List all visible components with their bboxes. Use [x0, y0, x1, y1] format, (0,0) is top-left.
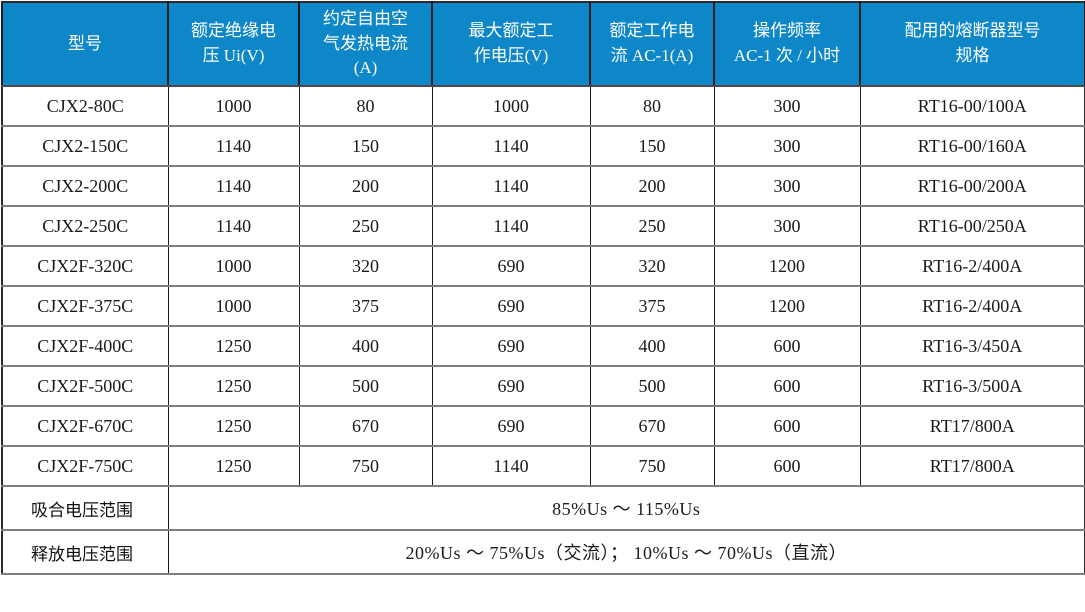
value-cell: 1140	[431, 205, 591, 247]
value-cell: 750	[589, 445, 715, 487]
value-cell: 1000	[167, 85, 300, 127]
value-cell: 300	[713, 125, 861, 167]
value-cell: RT16-00/100A	[859, 85, 1085, 127]
value-cell: 300	[713, 165, 861, 207]
value-cell: 690	[431, 285, 591, 327]
value-cell: RT16-00/250A	[859, 205, 1085, 247]
value-cell: 375	[589, 285, 715, 327]
table-row: CJX2F-375C 1000 375 690 375 1200 RT16-2/400A	[1, 285, 1085, 327]
value-cell: RT16-3/500A	[859, 365, 1085, 407]
value-cell: 1250	[167, 445, 300, 487]
model-cell: CJX2F-375C	[1, 285, 169, 327]
value-cell: 500	[298, 365, 433, 407]
value-cell: 150	[589, 125, 715, 167]
model-cell: CJX2F-400C	[1, 325, 169, 367]
value-cell: 600	[713, 365, 861, 407]
table-header: 型号 额定绝缘电 压 Ui(V) 约定自由空 气发热电流 (A) 最大额定工 作电压(…	[1, 1, 1085, 87]
value-cell: 1140	[431, 445, 591, 487]
value-cell: 670	[589, 405, 715, 447]
header-cell: 额定绝缘电 压 Ui(V)	[167, 1, 300, 87]
value-cell: 80	[589, 85, 715, 127]
value-cell: RT16-2/400A	[859, 285, 1085, 327]
value-cell: 1140	[167, 165, 300, 207]
table-header-row: 型号 额定绝缘电 压 Ui(V) 约定自由空 气发热电流 (A) 最大额定工 作电压(…	[1, 1, 1085, 87]
table-row: CJX2F-670C 1250 670 690 670 600 RT17/800A	[1, 405, 1085, 447]
footer-label: 吸合电压范围	[1, 485, 169, 531]
table-row: CJX2-200C 1140 200 1140 200 300 RT16-00/200A	[1, 165, 1085, 207]
model-cell: CJX2-150C	[1, 125, 169, 167]
value-cell: 600	[713, 405, 861, 447]
value-cell: RT17/800A	[859, 445, 1085, 487]
header-cell: 约定自由空 气发热电流 (A)	[298, 1, 433, 87]
header-cell: 操作频率 AC-1 次 / 小时	[713, 1, 861, 87]
value-cell: 200	[298, 165, 433, 207]
value-cell: 690	[431, 405, 591, 447]
table-row: CJX2F-400C 1250 400 690 400 600 RT16-3/450A	[1, 325, 1085, 367]
value-cell: RT17/800A	[859, 405, 1085, 447]
value-cell: 1250	[167, 365, 300, 407]
value-cell: 750	[298, 445, 433, 487]
value-cell: 1140	[431, 125, 591, 167]
footer-row: 吸合电压范围 85%Us ～ 115%Us	[1, 485, 1085, 531]
value-cell: 300	[713, 85, 861, 127]
header-cell: 型号	[1, 1, 169, 87]
value-cell: 1200	[713, 285, 861, 327]
table-row: CJX2F-320C 1000 320 690 320 1200 RT16-2/400A	[1, 245, 1085, 287]
model-cell: CJX2F-750C	[1, 445, 169, 487]
model-cell: CJX2F-500C	[1, 365, 169, 407]
footer-label: 释放电压范围	[1, 529, 169, 575]
value-cell: 1000	[431, 85, 591, 127]
value-cell: 600	[713, 325, 861, 367]
footer-value: 85%Us ～ 115%Us	[167, 485, 1085, 531]
value-cell: 1140	[167, 205, 300, 247]
value-cell: 690	[431, 365, 591, 407]
model-cell: CJX2-200C	[1, 165, 169, 207]
footer-value: 20%Us ～ 75%Us（交流）； 10%Us ～ 70%Us（直流）	[167, 529, 1085, 575]
value-cell: 80	[298, 85, 433, 127]
table-body: CJX2-80C 1000 80 1000 80 300 RT16-00/100A CJX2-…	[1, 85, 1085, 487]
model-cell: CJX2-250C	[1, 205, 169, 247]
value-cell: 200	[589, 165, 715, 207]
value-cell: 690	[431, 245, 591, 287]
value-cell: 150	[298, 125, 433, 167]
model-cell: CJX2F-670C	[1, 405, 169, 447]
value-cell: 670	[298, 405, 433, 447]
table-footer: 吸合电压范围 85%Us ～ 115%Us 释放电压范围 20%Us ～ 75%Us（…	[1, 485, 1085, 575]
value-cell: 300	[713, 205, 861, 247]
value-cell: RT16-00/160A	[859, 125, 1085, 167]
header-cell: 额定工作电 流 AC-1(A)	[589, 1, 715, 87]
contactor-spec-table: 型号 额定绝缘电 压 Ui(V) 约定自由空 气发热电流 (A) 最大额定工 作电压(…	[1, 1, 1085, 575]
value-cell: 600	[713, 445, 861, 487]
value-cell: RT16-3/450A	[859, 325, 1085, 367]
value-cell: 1250	[167, 405, 300, 447]
value-cell: 500	[589, 365, 715, 407]
value-cell: 250	[298, 205, 433, 247]
header-cell: 最大额定工 作电压(V)	[431, 1, 591, 87]
value-cell: 375	[298, 285, 433, 327]
value-cell: 1000	[167, 285, 300, 327]
value-cell: 690	[431, 325, 591, 367]
table-row: CJX2-150C 1140 150 1140 150 300 RT16-00/160A	[1, 125, 1085, 167]
value-cell: 1250	[167, 325, 300, 367]
value-cell: 400	[298, 325, 433, 367]
table-row: CJX2-80C 1000 80 1000 80 300 RT16-00/100A	[1, 85, 1085, 127]
value-cell: RT16-00/200A	[859, 165, 1085, 207]
model-cell: CJX2F-320C	[1, 245, 169, 287]
value-cell: 1140	[431, 165, 591, 207]
value-cell: 250	[589, 205, 715, 247]
value-cell: 1000	[167, 245, 300, 287]
table-row: CJX2-250C 1140 250 1140 250 300 RT16-00/250A	[1, 205, 1085, 247]
header-cell: 配用的熔断器型号 规格	[859, 1, 1085, 87]
value-cell: 320	[298, 245, 433, 287]
value-cell: 1200	[713, 245, 861, 287]
value-cell: RT16-2/400A	[859, 245, 1085, 287]
value-cell: 320	[589, 245, 715, 287]
value-cell: 400	[589, 325, 715, 367]
value-cell: 1140	[167, 125, 300, 167]
footer-row: 释放电压范围 20%Us ～ 75%Us（交流）； 10%Us ～ 70%Us（直…	[1, 529, 1085, 575]
table-row: CJX2F-500C 1250 500 690 500 600 RT16-3/500A	[1, 365, 1085, 407]
table-row: CJX2F-750C 1250 750 1140 750 600 RT17/800A	[1, 445, 1085, 487]
model-cell: CJX2-80C	[1, 85, 169, 127]
